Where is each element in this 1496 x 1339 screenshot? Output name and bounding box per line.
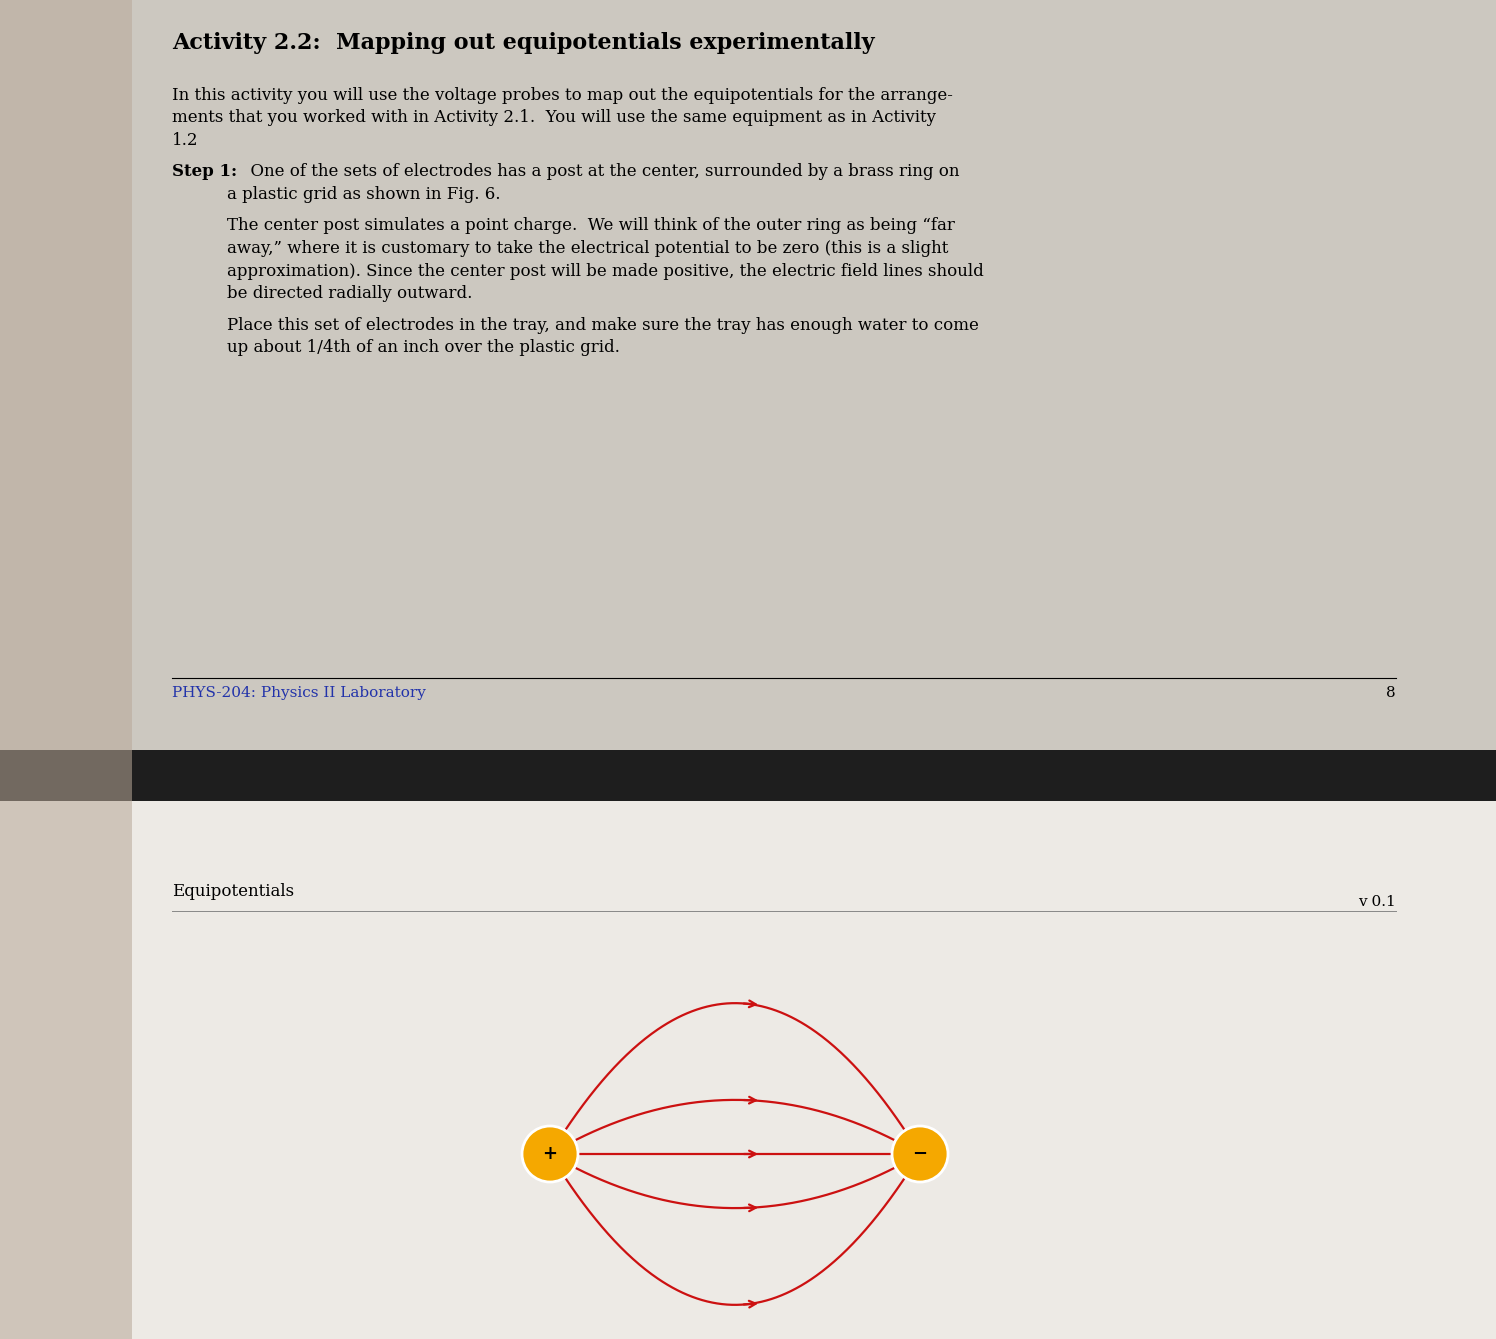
- Text: 1.2: 1.2: [172, 133, 199, 149]
- Text: The center post simulates a point charge.  We will think of the outer ring as be: The center post simulates a point charge…: [227, 217, 954, 234]
- Text: approximation). Since the center post will be made positive, the electric field : approximation). Since the center post wi…: [227, 262, 984, 280]
- Text: up about 1/4th of an inch over the plastic grid.: up about 1/4th of an inch over the plast…: [227, 339, 619, 356]
- Bar: [0, 801, 1496, 1339]
- Bar: [0, 0, 132, 1339]
- Text: a plastic grid as shown in Fig. 6.: a plastic grid as shown in Fig. 6.: [227, 186, 501, 204]
- Text: v 0.1: v 0.1: [1358, 894, 1396, 909]
- Circle shape: [892, 1126, 948, 1182]
- Bar: [0, 750, 1496, 801]
- Text: −: −: [913, 1145, 928, 1164]
- Bar: [0, 0, 1496, 750]
- Text: Place this set of electrodes in the tray, and make sure the tray has enough wate: Place this set of electrodes in the tray…: [227, 316, 978, 333]
- Circle shape: [522, 1126, 577, 1182]
- Text: Equipotentials: Equipotentials: [172, 882, 295, 900]
- Text: PHYS-204: Physics II Laboratory: PHYS-204: Physics II Laboratory: [172, 686, 426, 700]
- Text: In this activity you will use the voltage probes to map out the equipotentials f: In this activity you will use the voltag…: [172, 87, 953, 104]
- Text: be directed radially outward.: be directed radially outward.: [227, 285, 473, 303]
- Text: away,” where it is customary to take the electrical potential to be zero (this i: away,” where it is customary to take the…: [227, 240, 948, 257]
- Text: 8: 8: [1387, 686, 1396, 700]
- Text: Activity 2.2:  Mapping out equipotentials experimentally: Activity 2.2: Mapping out equipotentials…: [172, 32, 875, 54]
- Text: ments that you worked with in Activity 2.1.  You will use the same equipment as : ments that you worked with in Activity 2…: [172, 110, 936, 126]
- Text: +: +: [543, 1145, 558, 1164]
- Text: Step 1:: Step 1:: [172, 163, 238, 181]
- Text: One of the sets of electrodes has a post at the center, surrounded by a brass ri: One of the sets of electrodes has a post…: [239, 163, 959, 181]
